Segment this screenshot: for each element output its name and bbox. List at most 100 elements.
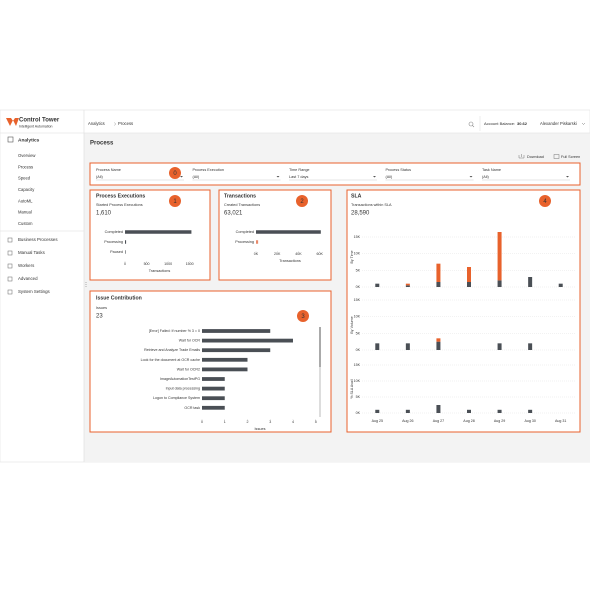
metric: 28,590 <box>351 211 370 217</box>
bar-segment <box>528 343 533 350</box>
x-tick-label: 20K <box>274 252 281 256</box>
bar-segment <box>528 409 533 413</box>
badge-number: 4 <box>543 199 547 205</box>
fullscreen-icon[interactable] <box>553 154 560 159</box>
filter-value: (All) <box>386 175 393 179</box>
bar-segment <box>375 409 380 413</box>
search-icon-handle <box>472 125 475 128</box>
x-tick-label: 1500 <box>186 262 194 266</box>
download-icon[interactable] <box>518 154 525 159</box>
bar-segment <box>497 409 502 413</box>
x-tick-label: Aug 25 <box>372 419 383 423</box>
transactions-panel <box>218 189 332 281</box>
sidebar-group[interactable]: Manual Tasks <box>18 250 46 255</box>
bar <box>202 396 225 401</box>
search-icon[interactable] <box>468 121 474 127</box>
sidebar-item[interactable]: Manual <box>18 210 32 215</box>
x-axis-label: Transactions <box>279 259 301 263</box>
user-menu-caret[interactable] <box>581 122 586 125</box>
logo <box>6 118 19 126</box>
metric: 63,021 <box>224 211 243 217</box>
filter-caret[interactable] <box>469 176 473 178</box>
bar-segment <box>467 282 471 287</box>
badge <box>296 195 308 207</box>
y-tick-label: 5K <box>356 268 361 272</box>
sidebar-item[interactable]: Capacity <box>18 187 35 192</box>
sidebar-group[interactable]: Advanced <box>18 276 38 281</box>
filter-caret[interactable] <box>276 176 280 178</box>
sidebar-group[interactable]: Business Processes <box>18 237 58 242</box>
category-label: OCR task <box>184 406 200 410</box>
category-label: ImageAutomationTestPG <box>160 377 200 381</box>
filter-label: Task Name <box>482 168 501 172</box>
bar-segment <box>405 285 410 287</box>
category-label: Input data processing <box>166 387 200 391</box>
x-tick-label: Aug 29 <box>494 419 505 423</box>
bar-segment <box>467 267 471 282</box>
bar-segment <box>405 283 410 286</box>
sla-panel <box>346 189 581 433</box>
badge-number: 2 <box>300 199 304 205</box>
bar <box>202 338 293 343</box>
y-tick-label: 10K <box>354 252 361 256</box>
category-label: Paused <box>110 250 123 254</box>
y-tick-label: 0K <box>356 285 361 289</box>
bar <box>202 386 225 391</box>
balance: 30.62 <box>517 121 528 126</box>
metric-label: Started Process Executions <box>96 203 143 207</box>
bar <box>202 357 248 362</box>
x-tick-label: 0K <box>254 252 259 256</box>
sidebar-item[interactable]: Process <box>18 164 33 169</box>
x-axis-label: Transactions <box>149 269 171 273</box>
category-label: Wait for OCR2 <box>177 367 200 371</box>
bar <box>202 329 271 333</box>
y-tick-label: 0K <box>356 348 361 352</box>
filter-caret[interactable] <box>373 176 376 178</box>
bar <box>202 405 225 410</box>
user-name: Alexander Piskarski <box>540 121 577 126</box>
sidebar-section: Analytics <box>18 137 40 143</box>
y-axis-label: By Time <box>350 251 354 264</box>
sidebar-group-icon <box>7 276 13 282</box>
sidebar-item[interactable]: Overview <box>18 153 36 158</box>
scrollbar-thumb[interactable] <box>319 327 321 367</box>
sidebar-group[interactable]: Workers <box>18 263 35 268</box>
x-tick-label: Aug 27 <box>433 419 444 423</box>
x-tick-label: 1000 <box>164 262 172 266</box>
category-label: Logon to Compliance System <box>153 396 200 400</box>
x-tick-label: Aug 30 <box>524 419 535 423</box>
sidebar-item[interactable]: Custom <box>18 221 33 226</box>
analytics-icon <box>7 136 14 143</box>
badge <box>539 195 551 207</box>
bar <box>125 240 127 244</box>
panel-title: Process Executions <box>96 193 145 199</box>
y-tick-label: 5K <box>356 331 361 335</box>
x-tick-label: 2 <box>246 420 248 424</box>
fullscreen-action[interactable]: Full Screen <box>561 155 580 159</box>
breadcrumb: Analytics <box>88 121 105 126</box>
page-title: Process <box>90 141 114 147</box>
sidebar-item[interactable]: Speed <box>18 176 31 181</box>
sidebar-group[interactable]: System Settings <box>18 289 51 294</box>
panel-title: SLA <box>351 193 362 199</box>
category-label: Look for the document at OCR cache <box>141 358 200 362</box>
y-tick-label: 10K <box>354 379 361 383</box>
filter-panel <box>89 162 581 186</box>
bar-segment <box>436 405 441 413</box>
x-tick-label: 500 <box>144 262 150 266</box>
download-action[interactable]: Download <box>527 155 544 159</box>
metric: 1,610 <box>96 211 112 217</box>
category-label: Wait for OCR <box>179 339 201 343</box>
filter-caret[interactable] <box>180 176 183 178</box>
scrollbar[interactable] <box>319 327 321 417</box>
badge <box>169 195 181 207</box>
x-tick-label: 0 <box>124 262 126 266</box>
filter-caret[interactable] <box>566 176 569 178</box>
category-label: Processing <box>104 240 123 244</box>
bar <box>256 230 321 234</box>
y-tick-label: 15K <box>354 235 361 239</box>
bar-segment <box>497 343 502 350</box>
bar-segment <box>436 263 441 282</box>
sidebar-item[interactable]: AutoML <box>18 198 33 203</box>
